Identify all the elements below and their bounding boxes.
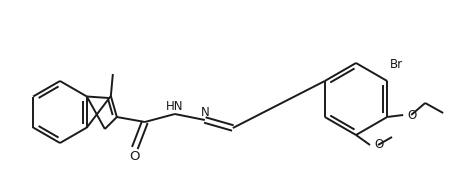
Text: O: O bbox=[129, 150, 140, 162]
Text: Br: Br bbox=[390, 58, 403, 71]
Text: N: N bbox=[200, 106, 209, 119]
Text: O: O bbox=[407, 108, 416, 121]
Text: HN: HN bbox=[166, 100, 184, 113]
Text: O: O bbox=[374, 139, 383, 151]
